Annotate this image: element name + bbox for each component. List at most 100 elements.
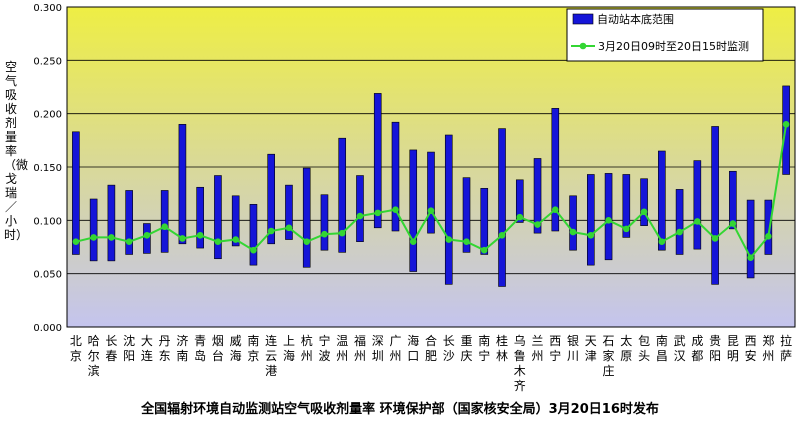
x-tick-label: 长沙 bbox=[443, 334, 455, 363]
measurement-point bbox=[729, 220, 737, 227]
x-tick-label: 武汉 bbox=[674, 334, 686, 363]
x-tick-label: 海口 bbox=[407, 333, 419, 363]
x-tick-label: 郑州 bbox=[762, 333, 774, 363]
measurement-point bbox=[356, 212, 364, 220]
range-bar bbox=[249, 204, 258, 266]
x-tick-label: 大连 bbox=[141, 334, 153, 363]
range-bar bbox=[391, 121, 400, 232]
measurement-point bbox=[196, 231, 204, 239]
y-axis-label: 空气吸收剂量率（微戈瑞／小时） bbox=[4, 60, 29, 242]
range-bar bbox=[480, 188, 489, 255]
x-tick-label: 连云港 bbox=[265, 333, 277, 378]
range-bar bbox=[515, 179, 524, 223]
measurement-point bbox=[480, 246, 488, 254]
x-tick-label: 哈尔滨 bbox=[88, 334, 100, 378]
range-bar bbox=[444, 134, 453, 285]
legend-measure-label: 3月20日09时至20日15时监测 bbox=[598, 40, 749, 53]
range-bar bbox=[72, 131, 80, 255]
x-tick-label: 青岛 bbox=[194, 334, 206, 363]
x-tick-label: 杭州 bbox=[301, 333, 313, 363]
y-tick-label: 0.300 bbox=[33, 3, 62, 14]
x-tick-label: 天津 bbox=[585, 334, 597, 363]
x-tick-label: 成都 bbox=[691, 334, 703, 363]
x-tick-label: 深圳 bbox=[372, 334, 384, 363]
x-tick-label: 乌鲁木齐 bbox=[514, 333, 526, 393]
x-tick-label: 兰州 bbox=[532, 334, 544, 363]
y-tick-label: 0.200 bbox=[33, 110, 62, 121]
range-bar bbox=[427, 151, 435, 234]
range-bar bbox=[658, 150, 666, 251]
measurement-point bbox=[569, 228, 577, 236]
measurement-point bbox=[551, 206, 559, 213]
range-bar bbox=[409, 149, 418, 272]
measurement-point bbox=[765, 233, 772, 240]
measurement-point bbox=[303, 238, 311, 245]
measurement-point bbox=[179, 235, 186, 242]
measurement-point bbox=[427, 207, 435, 215]
measurement-point bbox=[267, 227, 275, 235]
measurement-point bbox=[285, 224, 293, 232]
x-tick-label: 广州 bbox=[389, 334, 401, 363]
range-bar bbox=[338, 137, 347, 253]
measurement-point bbox=[623, 225, 630, 233]
x-tick-label: 北京 bbox=[70, 334, 82, 363]
range-bar bbox=[729, 170, 737, 230]
measurement-point bbox=[498, 231, 506, 239]
range-bar bbox=[746, 199, 755, 279]
range-bar bbox=[533, 158, 542, 234]
range-bar bbox=[196, 186, 204, 249]
range-bar bbox=[160, 190, 169, 253]
y-tick-label: 0.000 bbox=[33, 323, 62, 334]
range-bar bbox=[587, 174, 595, 266]
measurement-point bbox=[658, 238, 666, 245]
measurement-point bbox=[72, 238, 80, 245]
plot-frame bbox=[66, 6, 796, 328]
measurement-point bbox=[338, 229, 346, 237]
x-tick-label: 长春 bbox=[105, 334, 117, 363]
range-bar bbox=[107, 184, 116, 262]
range-bar bbox=[498, 128, 506, 287]
x-tick-label: 拉萨 bbox=[780, 333, 792, 363]
measurement-point bbox=[108, 234, 115, 241]
measurement-point bbox=[250, 246, 257, 254]
measurement-point bbox=[605, 217, 612, 224]
x-tick-label: 南宁 bbox=[478, 333, 490, 363]
y-tick-label: 0.250 bbox=[33, 56, 62, 67]
range-bar bbox=[551, 108, 560, 232]
measurement-point bbox=[711, 235, 719, 242]
measurement-point bbox=[143, 231, 151, 239]
measurement-point bbox=[161, 223, 168, 231]
range-bar bbox=[214, 175, 222, 260]
measurement-point bbox=[747, 254, 754, 261]
x-tick-label: 贵阳 bbox=[709, 334, 721, 363]
range-bar bbox=[125, 190, 133, 255]
legend-measure-marker bbox=[579, 42, 587, 50]
x-tick-label: 沈阳 bbox=[123, 333, 135, 363]
measurement-point bbox=[782, 121, 790, 128]
measurement-point bbox=[694, 218, 701, 225]
x-tick-label: 南京 bbox=[247, 333, 259, 363]
x-tick-label: 宁波 bbox=[318, 333, 330, 363]
x-tick-label: 包头 bbox=[638, 334, 650, 363]
x-tick-label: 石家庄 bbox=[603, 334, 615, 378]
measurement-point bbox=[409, 238, 417, 245]
range-bar bbox=[178, 124, 187, 245]
range-bar bbox=[89, 198, 98, 262]
x-tick-label: 西宁 bbox=[549, 334, 561, 363]
range-bar bbox=[675, 189, 684, 255]
measurement-point bbox=[392, 206, 399, 213]
range-bar bbox=[356, 175, 364, 242]
measurement-point bbox=[90, 234, 97, 241]
measurement-point bbox=[463, 238, 470, 245]
range-bar bbox=[622, 174, 631, 238]
range-bar bbox=[569, 195, 577, 251]
y-tick-label: 0.100 bbox=[33, 216, 62, 227]
range-bar bbox=[693, 160, 702, 250]
x-tick-label: 西安 bbox=[745, 334, 757, 363]
x-tick-label: 重庆 bbox=[461, 334, 473, 363]
x-tick-label: 南昌 bbox=[656, 333, 668, 363]
range-bar bbox=[462, 177, 471, 253]
measurement-point bbox=[445, 236, 453, 243]
range-bar bbox=[711, 126, 719, 285]
